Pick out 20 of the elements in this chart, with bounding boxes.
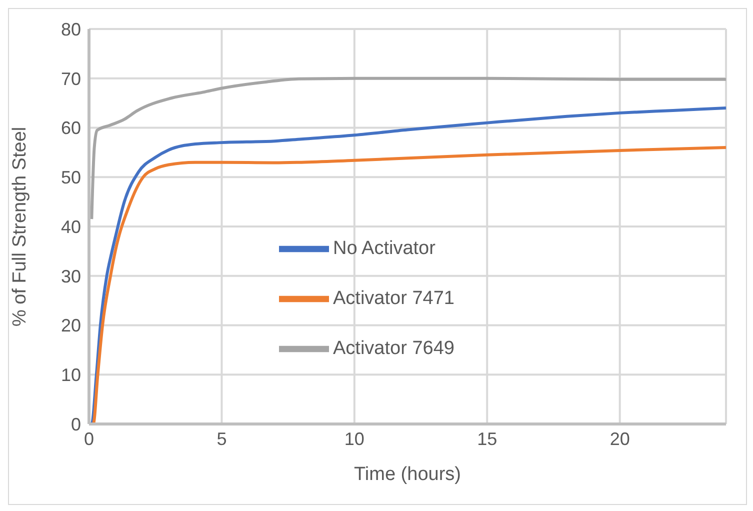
x-tick-label: 15 xyxy=(477,428,498,449)
y-tick-label: 30 xyxy=(60,266,81,286)
x-tick-label: 10 xyxy=(344,428,364,449)
x-tick-label: 5 xyxy=(216,428,227,449)
y-tick-label: 0 xyxy=(70,414,81,434)
y-tick-label: 50 xyxy=(60,168,81,188)
x-axis-title: Time (hours) xyxy=(354,464,461,485)
y-tick-label: 20 xyxy=(60,316,81,336)
x-tick-label: 0 xyxy=(84,428,94,449)
y-tick-label: 10 xyxy=(60,365,81,386)
y-tick-label: 70 xyxy=(60,68,81,89)
y-tick-label: 80 xyxy=(60,19,81,40)
legend-label: Activator 7471 xyxy=(333,288,454,310)
y-axis-title: % of Full Strength Steel xyxy=(10,126,31,326)
legend-label: No Activator xyxy=(333,238,436,260)
y-tick-label: 40 xyxy=(60,216,81,237)
legend-label: Activator 7649 xyxy=(333,338,454,360)
y-tick-label: 60 xyxy=(60,118,81,138)
x-tick-label: 20 xyxy=(610,428,630,449)
line-series xyxy=(90,76,726,221)
